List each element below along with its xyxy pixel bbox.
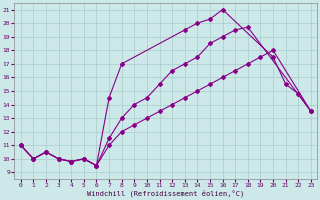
- X-axis label: Windchill (Refroidissement éolien,°C): Windchill (Refroidissement éolien,°C): [87, 190, 244, 197]
